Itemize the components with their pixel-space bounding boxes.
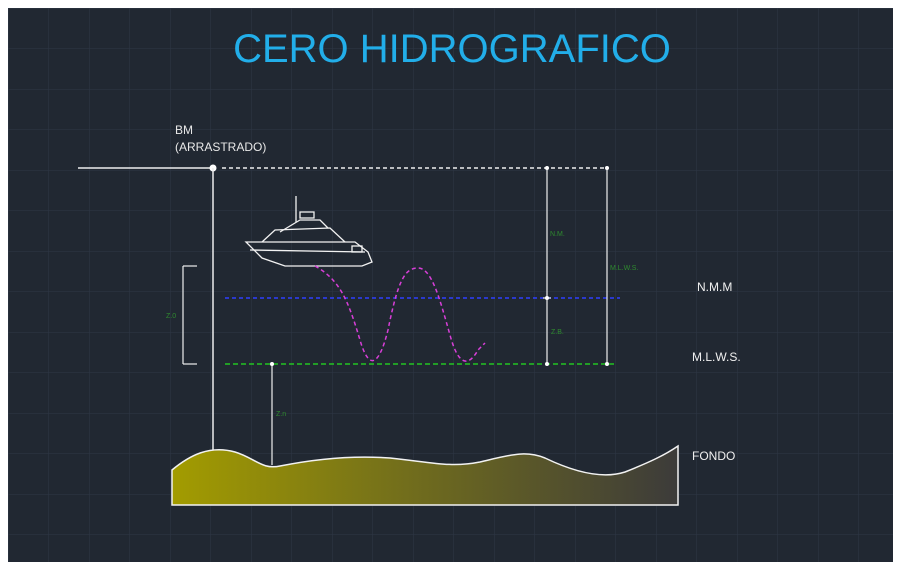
seabed xyxy=(171,444,679,506)
dim-nm: N.M. xyxy=(550,231,565,238)
dim-left: Z.0 xyxy=(166,313,176,320)
boat xyxy=(244,196,373,267)
bm-note: (ARRASTRADO) xyxy=(175,140,266,154)
bm-label: BM xyxy=(175,123,193,137)
fondo-label: FONDO xyxy=(692,449,735,463)
title: CERO HIDROGRAFICO xyxy=(233,27,671,71)
wave xyxy=(314,265,486,362)
mlws-label: M.L.W.S. xyxy=(692,350,741,364)
dim-depth: Z.n xyxy=(276,411,286,418)
dim-mlws: M.L.W.S. xyxy=(610,265,638,272)
dim-zb: Z.B. xyxy=(551,329,564,336)
nmm-label: N.M.M xyxy=(697,280,732,294)
dimension-labels: N.M. M.L.W.S. Z.B. Z.0 Z.n xyxy=(166,231,638,418)
dimension-dots xyxy=(270,166,609,366)
